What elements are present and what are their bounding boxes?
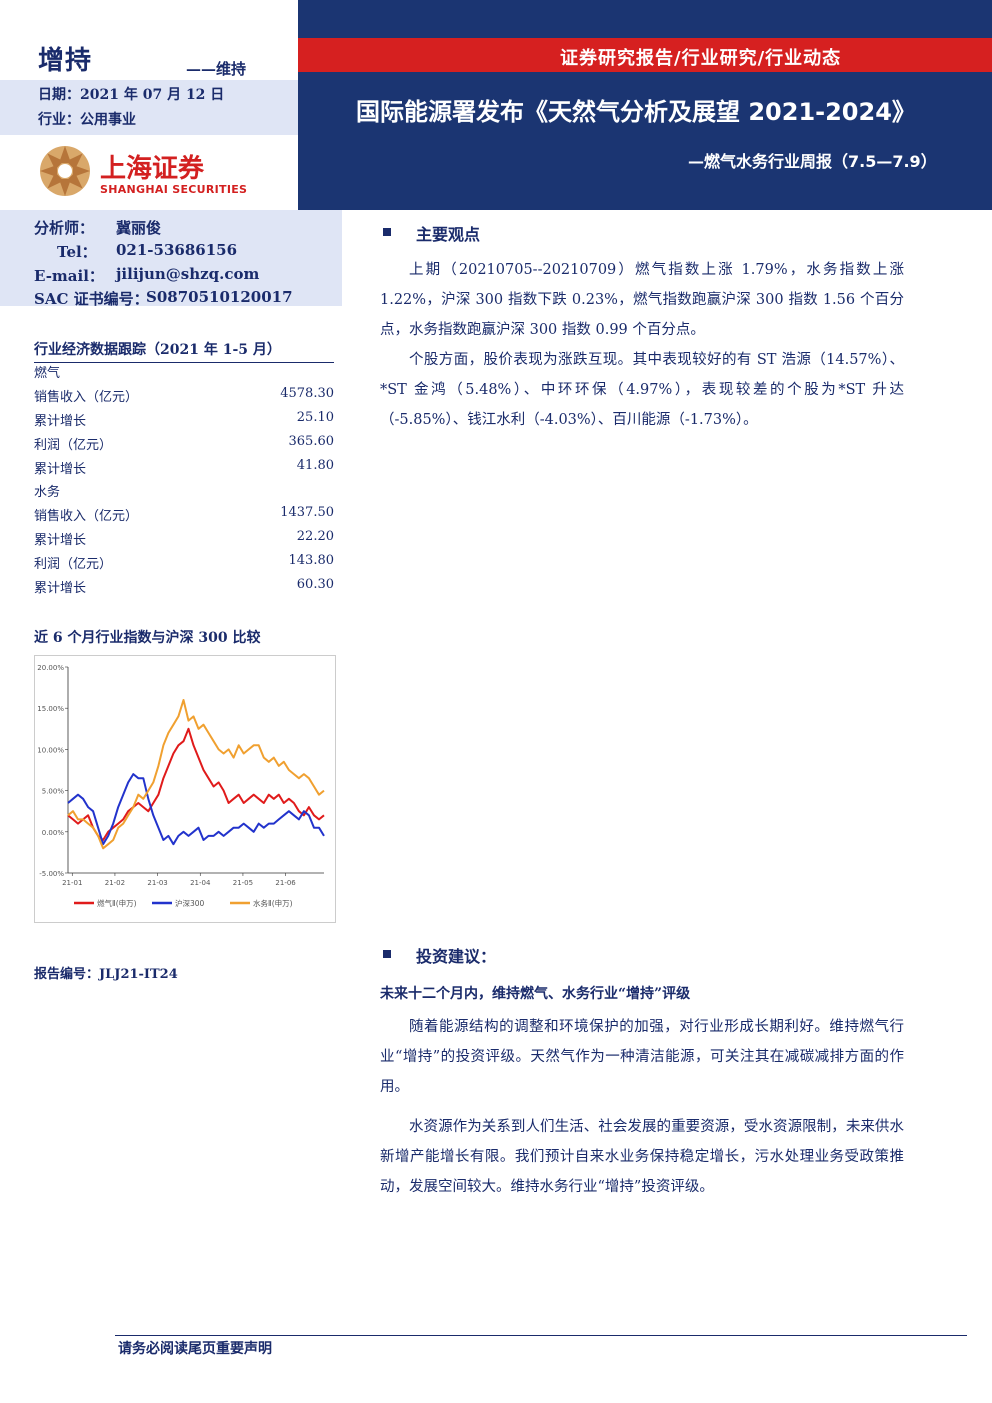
table-row: 利润（亿元） 143.80	[34, 553, 334, 577]
chart-frame	[34, 655, 336, 923]
row-label: 燃气	[34, 366, 61, 381]
tel-label: Tel：	[57, 243, 97, 261]
report-subtitle: —燃气水务行业周报（7.5—7.9）	[688, 152, 937, 171]
table-row: 水务	[34, 481, 334, 505]
footer-divider	[115, 1335, 967, 1336]
report-type: 证券研究报告/行业研究/行业动态	[560, 48, 842, 69]
table-row: 累计增长 22.20	[34, 529, 334, 553]
index-comparison-chart: 20.00% 15.00% 10.00% 5.00% 0.00% -5.00% 21-01…	[34, 655, 336, 923]
table-row: 利润（亿元） 365.60	[34, 434, 334, 458]
y-tick-label: 10.00%	[37, 746, 64, 754]
tel-value: 021-53686156	[116, 241, 238, 259]
header-right	[298, 0, 992, 210]
date-industry-band	[0, 80, 298, 135]
report-title: 国际能源署发布《天然气分析及展望 2021-2024》	[356, 98, 916, 126]
row-label: 销售收入（亿元）	[34, 509, 139, 524]
y-tick-label: 0.00%	[42, 829, 65, 837]
y-tick-label: 5.00%	[42, 788, 65, 796]
table-row: 燃气	[34, 362, 334, 386]
email-label: E-mail：	[34, 267, 104, 285]
x-tick-label: 21-01	[62, 879, 82, 887]
y-tick-label: 15.00%	[37, 705, 64, 713]
subheading: 未来十二个月内，维持燃气、水务行业“增持”评级	[380, 986, 691, 1002]
section-heading: 投资建议：	[416, 947, 497, 966]
email-link[interactable]: jilijun@shzq.com	[116, 265, 260, 283]
x-tick-label: 21-03	[147, 879, 167, 887]
row-value: 143.80	[288, 553, 335, 568]
rating: 增持	[38, 46, 93, 76]
y-tick-label: 20.00%	[37, 664, 64, 672]
analyst-label: 分析师：	[34, 219, 95, 237]
y-tick-label: -5.00%	[39, 870, 64, 878]
row-label: 累计增长	[34, 462, 87, 477]
report-type-strip	[298, 38, 992, 72]
table-row: 销售收入（亿元） 1437.50	[34, 505, 334, 529]
sac-number: S0870510120017	[146, 288, 293, 306]
row-label: 销售收入（亿元）	[34, 390, 139, 405]
table-row: 累计增长 25.10	[34, 410, 334, 434]
row-label: 累计增长	[34, 414, 87, 429]
legend-label: 沪深300	[175, 898, 205, 908]
row-value: 22.20	[296, 529, 334, 544]
bullet-icon	[383, 950, 391, 958]
sac-label: SAC 证书编号：	[34, 290, 149, 308]
row-label: 水务	[34, 485, 61, 500]
x-tick-label: 21-04	[190, 879, 211, 887]
row-label: 利润（亿元）	[34, 557, 113, 572]
row-value: 4578.30	[280, 386, 334, 401]
table-row: 累计增长 60.30	[34, 577, 334, 601]
section-heading: 主要观点	[416, 225, 481, 244]
logo-icon	[38, 144, 92, 198]
row-label: 利润（亿元）	[34, 438, 113, 453]
tracking-title: 行业经济数据跟踪（2021 年 1-5 月）	[34, 342, 281, 358]
x-tick-label: 21-06	[275, 879, 296, 887]
report-number: 报告编号：JLJ21-IT24	[34, 967, 178, 982]
analyst-block	[0, 210, 342, 306]
table-row: 销售收入（亿元） 4578.30	[34, 386, 334, 410]
legend-label: 燃气Ⅱ(申万)	[97, 898, 137, 908]
paragraph: 个股方面，股价表现为涨跌互现。其中表现较好的有 ST 浩源（14.57%）、*S…	[380, 352, 904, 428]
report-date: 日期：2021 年 07 月 12 日	[38, 87, 225, 103]
divider	[34, 362, 334, 363]
paragraph: 水资源作为关系到人们生活、社会发展的重要资源，受水资源限制，未来供水新增产能增长…	[380, 1119, 904, 1195]
row-value: 60.30	[296, 577, 334, 592]
row-value: 41.80	[296, 458, 334, 473]
paragraph: 随着能源结构的调整和环境保护的加强，对行业形成长期利好。维持燃气行业“增持”的投…	[380, 1019, 904, 1095]
report-industry: 行业：公用事业	[38, 112, 136, 128]
row-value: 365.60	[288, 434, 335, 449]
analyst-name: 冀丽俊	[116, 219, 162, 237]
x-tick-label: 21-02	[105, 879, 125, 887]
footer-disclaimer: 请务必阅读尾页重要声明	[118, 1341, 272, 1357]
bullet-icon	[383, 228, 391, 236]
row-value: 25.10	[296, 410, 334, 425]
series-line-2	[67, 699, 325, 850]
table-row: 累计增长 41.80	[34, 458, 334, 482]
x-tick-label: 21-05	[233, 879, 253, 887]
rating-maintain: ——维持	[186, 60, 247, 78]
row-value: 1437.50	[280, 505, 334, 520]
paragraph: 上期（20210705--20210709）燃气指数上涨 1.79%，水务指数上…	[380, 262, 904, 338]
row-label: 累计增长	[34, 581, 87, 596]
chart-title: 近 6 个月行业指数与沪深 300 比较	[34, 630, 261, 646]
logo-text-en: SHANGHAI SECURITIES	[100, 183, 248, 196]
row-label: 累计增长	[34, 533, 87, 548]
legend-label: 水务Ⅱ(申万)	[253, 898, 293, 908]
logo-text: 上海证券	[100, 154, 205, 184]
series-line-1	[67, 773, 325, 846]
